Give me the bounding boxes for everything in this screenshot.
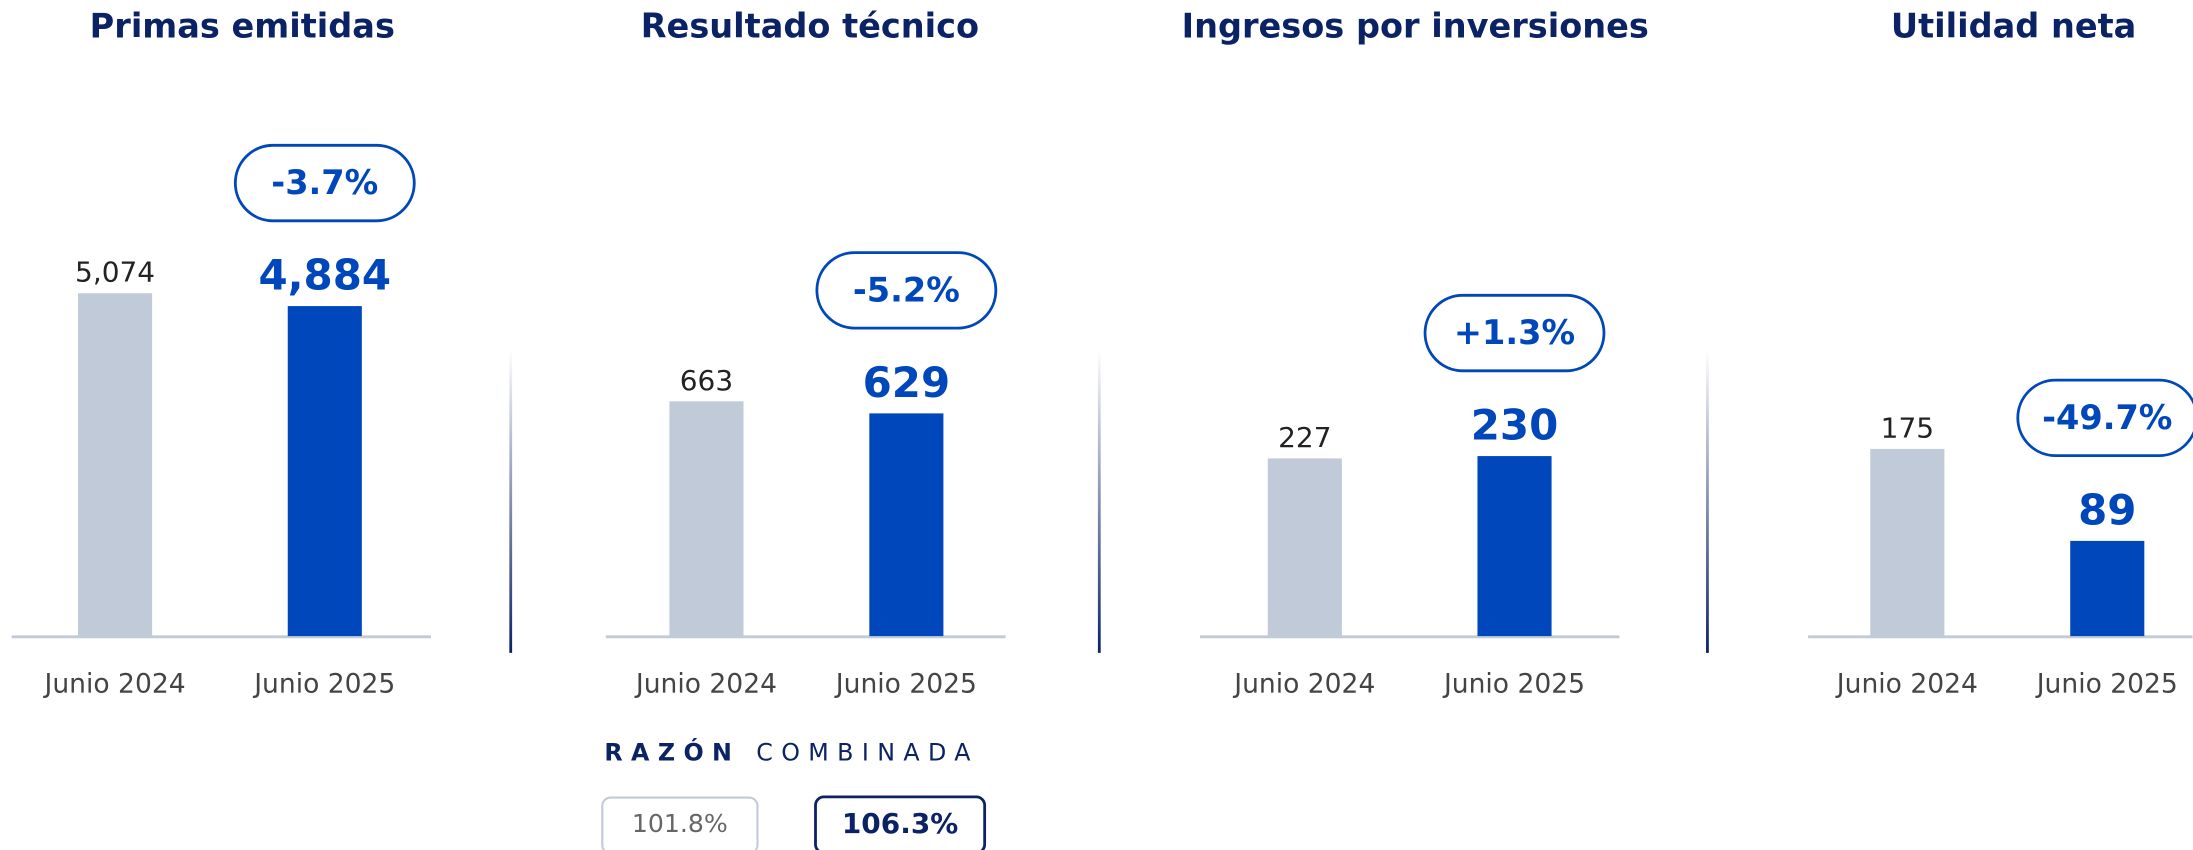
- change-badge: [233, 143, 416, 223]
- ratio-title: RAZÓN COMBINADA: [604, 738, 979, 766]
- bar: [2070, 540, 2145, 637]
- change-label: -3.7%: [271, 163, 378, 202]
- ratio-current: 106.3%: [842, 807, 958, 840]
- divider: [1097, 349, 1101, 653]
- value-label: 663: [680, 364, 733, 397]
- x-tick-label: Junio 2025: [1442, 669, 1585, 700]
- ratio-title-rest: COMBINADA: [756, 738, 979, 766]
- bar: [669, 401, 744, 637]
- x-tick-label: Junio 2025: [252, 669, 395, 700]
- chart-title: Primas emitidas: [90, 6, 395, 45]
- bar: [1870, 448, 1945, 637]
- x-tick-label: Junio 2024: [634, 669, 777, 700]
- bar: [1477, 456, 1552, 637]
- value-label: 4,884: [258, 251, 391, 300]
- x-tick-label: Junio 2024: [43, 669, 186, 700]
- change-badge: [815, 251, 998, 330]
- chart-title: Ingresos por inversiones: [1182, 6, 1649, 45]
- ratio-box-previous: [601, 796, 759, 850]
- change-label: -5.2%: [853, 270, 960, 309]
- change-badge: [2016, 378, 2193, 458]
- value-label: 629: [863, 358, 951, 407]
- value-label: 175: [1881, 411, 1934, 444]
- chart-title: Utilidad neta: [1891, 6, 2136, 45]
- divider: [509, 349, 513, 653]
- value-label: 230: [1471, 401, 1559, 450]
- x-tick-label: Junio 2025: [2035, 669, 2178, 700]
- change-label: +1.3%: [1454, 313, 1575, 352]
- value-label: 227: [1278, 421, 1331, 454]
- change-label: -49.7%: [2042, 398, 2172, 437]
- ratio-previous: 101.8%: [632, 809, 728, 838]
- value-label: 5,074: [75, 256, 155, 289]
- bar: [869, 413, 944, 637]
- ratio-title-bold: RAZÓN: [604, 738, 740, 766]
- x-tick-label: Junio 2025: [834, 669, 977, 700]
- chart-title: Resultado técnico: [641, 6, 979, 45]
- change-badge: [1423, 293, 1606, 373]
- bar: [1267, 458, 1342, 637]
- x-tick-label: Junio 2024: [1232, 669, 1375, 700]
- bar: [78, 293, 153, 637]
- value-label: 89: [2078, 485, 2136, 534]
- divider: [1706, 349, 1709, 653]
- bar: [287, 306, 362, 637]
- x-tick-label: Junio 2024: [1835, 669, 1978, 700]
- ratio-box-current: [814, 795, 987, 850]
